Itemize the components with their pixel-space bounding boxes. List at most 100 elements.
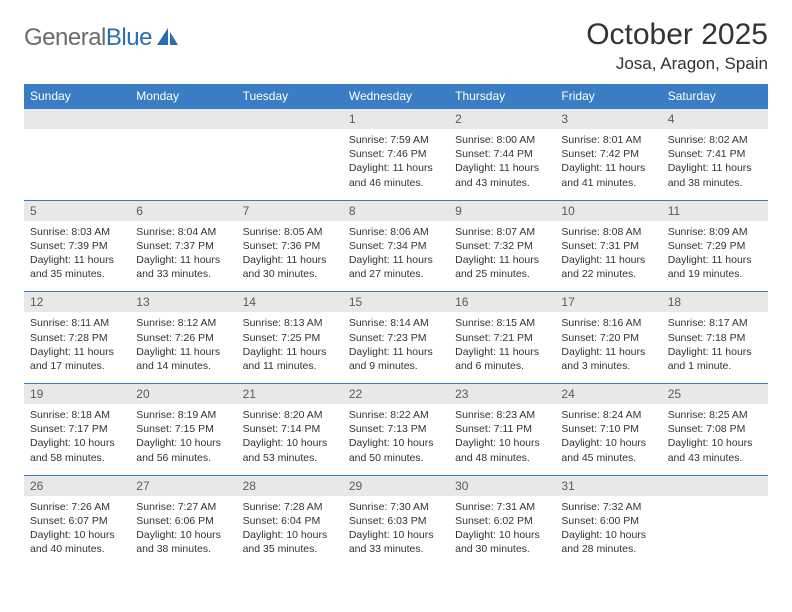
day-cell: Sunrise: 8:08 AMSunset: 7:31 PMDaylight:… bbox=[555, 221, 661, 292]
day-cell-line: Sunset: 7:32 PM bbox=[455, 239, 549, 253]
day-cell: Sunrise: 8:11 AMSunset: 7:28 PMDaylight:… bbox=[24, 312, 130, 383]
day-cell-line: Daylight: 11 hours bbox=[349, 161, 443, 175]
day-cell-line: Sunrise: 8:12 AM bbox=[136, 316, 230, 330]
location: Josa, Aragon, Spain bbox=[586, 54, 768, 74]
day-cell: Sunrise: 8:16 AMSunset: 7:20 PMDaylight:… bbox=[555, 312, 661, 383]
week-row: Sunrise: 8:03 AMSunset: 7:39 PMDaylight:… bbox=[24, 221, 768, 292]
day-cell: Sunrise: 8:22 AMSunset: 7:13 PMDaylight:… bbox=[343, 404, 449, 475]
day-cell: Sunrise: 8:12 AMSunset: 7:26 PMDaylight:… bbox=[130, 312, 236, 383]
daynum-cell bbox=[662, 475, 768, 496]
day-cell-line: Sunset: 7:21 PM bbox=[455, 331, 549, 345]
day-cell-line: and 46 minutes. bbox=[349, 176, 443, 190]
day-cell-line: Sunrise: 8:07 AM bbox=[455, 225, 549, 239]
day-cell-line: Sunset: 7:14 PM bbox=[243, 422, 337, 436]
day-cell-line: Daylight: 10 hours bbox=[455, 528, 549, 542]
day-cell-line: Sunrise: 7:31 AM bbox=[455, 500, 549, 514]
day-cell: Sunrise: 8:04 AMSunset: 7:37 PMDaylight:… bbox=[130, 221, 236, 292]
daynum-cell bbox=[237, 109, 343, 130]
day-cell-line: Sunset: 6:02 PM bbox=[455, 514, 549, 528]
day-cell-line: Daylight: 10 hours bbox=[136, 436, 230, 450]
day-cell-line: and 33 minutes. bbox=[349, 542, 443, 556]
day-cell: Sunrise: 8:05 AMSunset: 7:36 PMDaylight:… bbox=[237, 221, 343, 292]
day-cell-line: Sunrise: 7:28 AM bbox=[243, 500, 337, 514]
day-cell-line: Daylight: 11 hours bbox=[561, 345, 655, 359]
day-cell bbox=[24, 129, 130, 200]
day-cell-line: and 38 minutes. bbox=[668, 176, 762, 190]
daynum-cell: 21 bbox=[237, 384, 343, 405]
day-cell-line: Sunset: 7:28 PM bbox=[30, 331, 124, 345]
day-cell-line: and 40 minutes. bbox=[30, 542, 124, 556]
day-cell-line: Sunset: 7:17 PM bbox=[30, 422, 124, 436]
day-cell-line: Daylight: 11 hours bbox=[668, 161, 762, 175]
day-cell: Sunrise: 8:19 AMSunset: 7:15 PMDaylight:… bbox=[130, 404, 236, 475]
day-cell: Sunrise: 7:59 AMSunset: 7:46 PMDaylight:… bbox=[343, 129, 449, 200]
day-cell-line: Sunset: 6:07 PM bbox=[30, 514, 124, 528]
day-cell-line: Daylight: 11 hours bbox=[136, 345, 230, 359]
day-cell: Sunrise: 8:20 AMSunset: 7:14 PMDaylight:… bbox=[237, 404, 343, 475]
day-cell-line: Daylight: 10 hours bbox=[349, 528, 443, 542]
day-cell-line: Daylight: 10 hours bbox=[668, 436, 762, 450]
day-cell-line: Sunrise: 8:03 AM bbox=[30, 225, 124, 239]
day-cell-line: Sunset: 7:11 PM bbox=[455, 422, 549, 436]
day-cell-line: and 50 minutes. bbox=[349, 451, 443, 465]
day-cell-line: Daylight: 11 hours bbox=[30, 253, 124, 267]
day-cell-line: Sunset: 7:44 PM bbox=[455, 147, 549, 161]
daynum-cell: 23 bbox=[449, 384, 555, 405]
day-cell-line: and 38 minutes. bbox=[136, 542, 230, 556]
day-cell-line: Daylight: 11 hours bbox=[455, 253, 549, 267]
day-cell: Sunrise: 7:30 AMSunset: 6:03 PMDaylight:… bbox=[343, 496, 449, 567]
day-cell-line: Sunrise: 8:16 AM bbox=[561, 316, 655, 330]
day-cell-line: Sunset: 6:00 PM bbox=[561, 514, 655, 528]
day-cell-line: Sunset: 7:15 PM bbox=[136, 422, 230, 436]
week-row: Sunrise: 8:18 AMSunset: 7:17 PMDaylight:… bbox=[24, 404, 768, 475]
day-cell-line: Sunrise: 8:08 AM bbox=[561, 225, 655, 239]
week-row: Sunrise: 7:26 AMSunset: 6:07 PMDaylight:… bbox=[24, 496, 768, 567]
day-cell-line: Daylight: 10 hours bbox=[30, 528, 124, 542]
daynum-cell: 5 bbox=[24, 200, 130, 221]
day-cell-line: Daylight: 11 hours bbox=[455, 345, 549, 359]
day-cell: Sunrise: 8:24 AMSunset: 7:10 PMDaylight:… bbox=[555, 404, 661, 475]
day-cell: Sunrise: 8:23 AMSunset: 7:11 PMDaylight:… bbox=[449, 404, 555, 475]
day-cell-line: Sunrise: 8:14 AM bbox=[349, 316, 443, 330]
daynum-cell: 26 bbox=[24, 475, 130, 496]
day-cell-line: Sunrise: 8:00 AM bbox=[455, 133, 549, 147]
title-block: October 2025 Josa, Aragon, Spain bbox=[586, 18, 768, 74]
day-cell-line: Daylight: 10 hours bbox=[455, 436, 549, 450]
daynum-cell: 30 bbox=[449, 475, 555, 496]
day-cell-line: Sunrise: 8:11 AM bbox=[30, 316, 124, 330]
week-row: Sunrise: 7:59 AMSunset: 7:46 PMDaylight:… bbox=[24, 129, 768, 200]
day-cell-line: and 43 minutes. bbox=[668, 451, 762, 465]
day-cell-line: Sunrise: 8:13 AM bbox=[243, 316, 337, 330]
daynum-cell: 14 bbox=[237, 292, 343, 313]
day-cell: Sunrise: 8:17 AMSunset: 7:18 PMDaylight:… bbox=[662, 312, 768, 383]
day-cell-line: and 25 minutes. bbox=[455, 267, 549, 281]
daynum-cell: 25 bbox=[662, 384, 768, 405]
day-cell-line: and 45 minutes. bbox=[561, 451, 655, 465]
day-cell-line: Daylight: 11 hours bbox=[243, 253, 337, 267]
day-cell-line: and 9 minutes. bbox=[349, 359, 443, 373]
day-cell-line: Sunrise: 8:01 AM bbox=[561, 133, 655, 147]
day-cell: Sunrise: 7:28 AMSunset: 6:04 PMDaylight:… bbox=[237, 496, 343, 567]
daynum-cell: 9 bbox=[449, 200, 555, 221]
daynum-row: 1234 bbox=[24, 109, 768, 130]
day-cell-line: Sunrise: 8:23 AM bbox=[455, 408, 549, 422]
day-cell-line: and 11 minutes. bbox=[243, 359, 337, 373]
dayhead-thursday: Thursday bbox=[449, 84, 555, 109]
day-cell-line: Daylight: 10 hours bbox=[30, 436, 124, 450]
day-cell-line: Daylight: 11 hours bbox=[455, 161, 549, 175]
day-cell-line: and 43 minutes. bbox=[455, 176, 549, 190]
day-cell-line: Sunset: 7:31 PM bbox=[561, 239, 655, 253]
day-cell-line: Sunset: 6:04 PM bbox=[243, 514, 337, 528]
day-cell-line: Sunrise: 7:30 AM bbox=[349, 500, 443, 514]
daynum-cell: 17 bbox=[555, 292, 661, 313]
page: GeneralBlue October 2025 Josa, Aragon, S… bbox=[0, 0, 792, 584]
day-cell-line: and 30 minutes. bbox=[243, 267, 337, 281]
dayhead-tuesday: Tuesday bbox=[237, 84, 343, 109]
day-cell-line: and 3 minutes. bbox=[561, 359, 655, 373]
daynum-cell: 7 bbox=[237, 200, 343, 221]
day-cell-line: Sunrise: 7:26 AM bbox=[30, 500, 124, 514]
day-cell-line: Sunrise: 8:19 AM bbox=[136, 408, 230, 422]
day-cell: Sunrise: 7:31 AMSunset: 6:02 PMDaylight:… bbox=[449, 496, 555, 567]
daynum-cell: 12 bbox=[24, 292, 130, 313]
month-title: October 2025 bbox=[586, 18, 768, 52]
